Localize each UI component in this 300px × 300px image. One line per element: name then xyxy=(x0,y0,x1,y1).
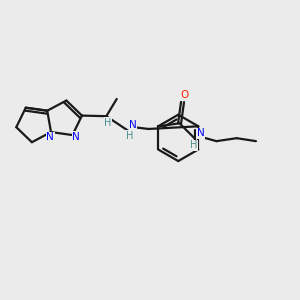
Text: H: H xyxy=(125,131,133,141)
Text: N: N xyxy=(46,132,54,142)
Text: H: H xyxy=(104,118,112,128)
Text: O: O xyxy=(180,90,188,100)
Text: H: H xyxy=(190,140,197,150)
Text: N: N xyxy=(196,128,204,138)
Text: N: N xyxy=(72,131,80,142)
Text: N: N xyxy=(129,120,137,130)
